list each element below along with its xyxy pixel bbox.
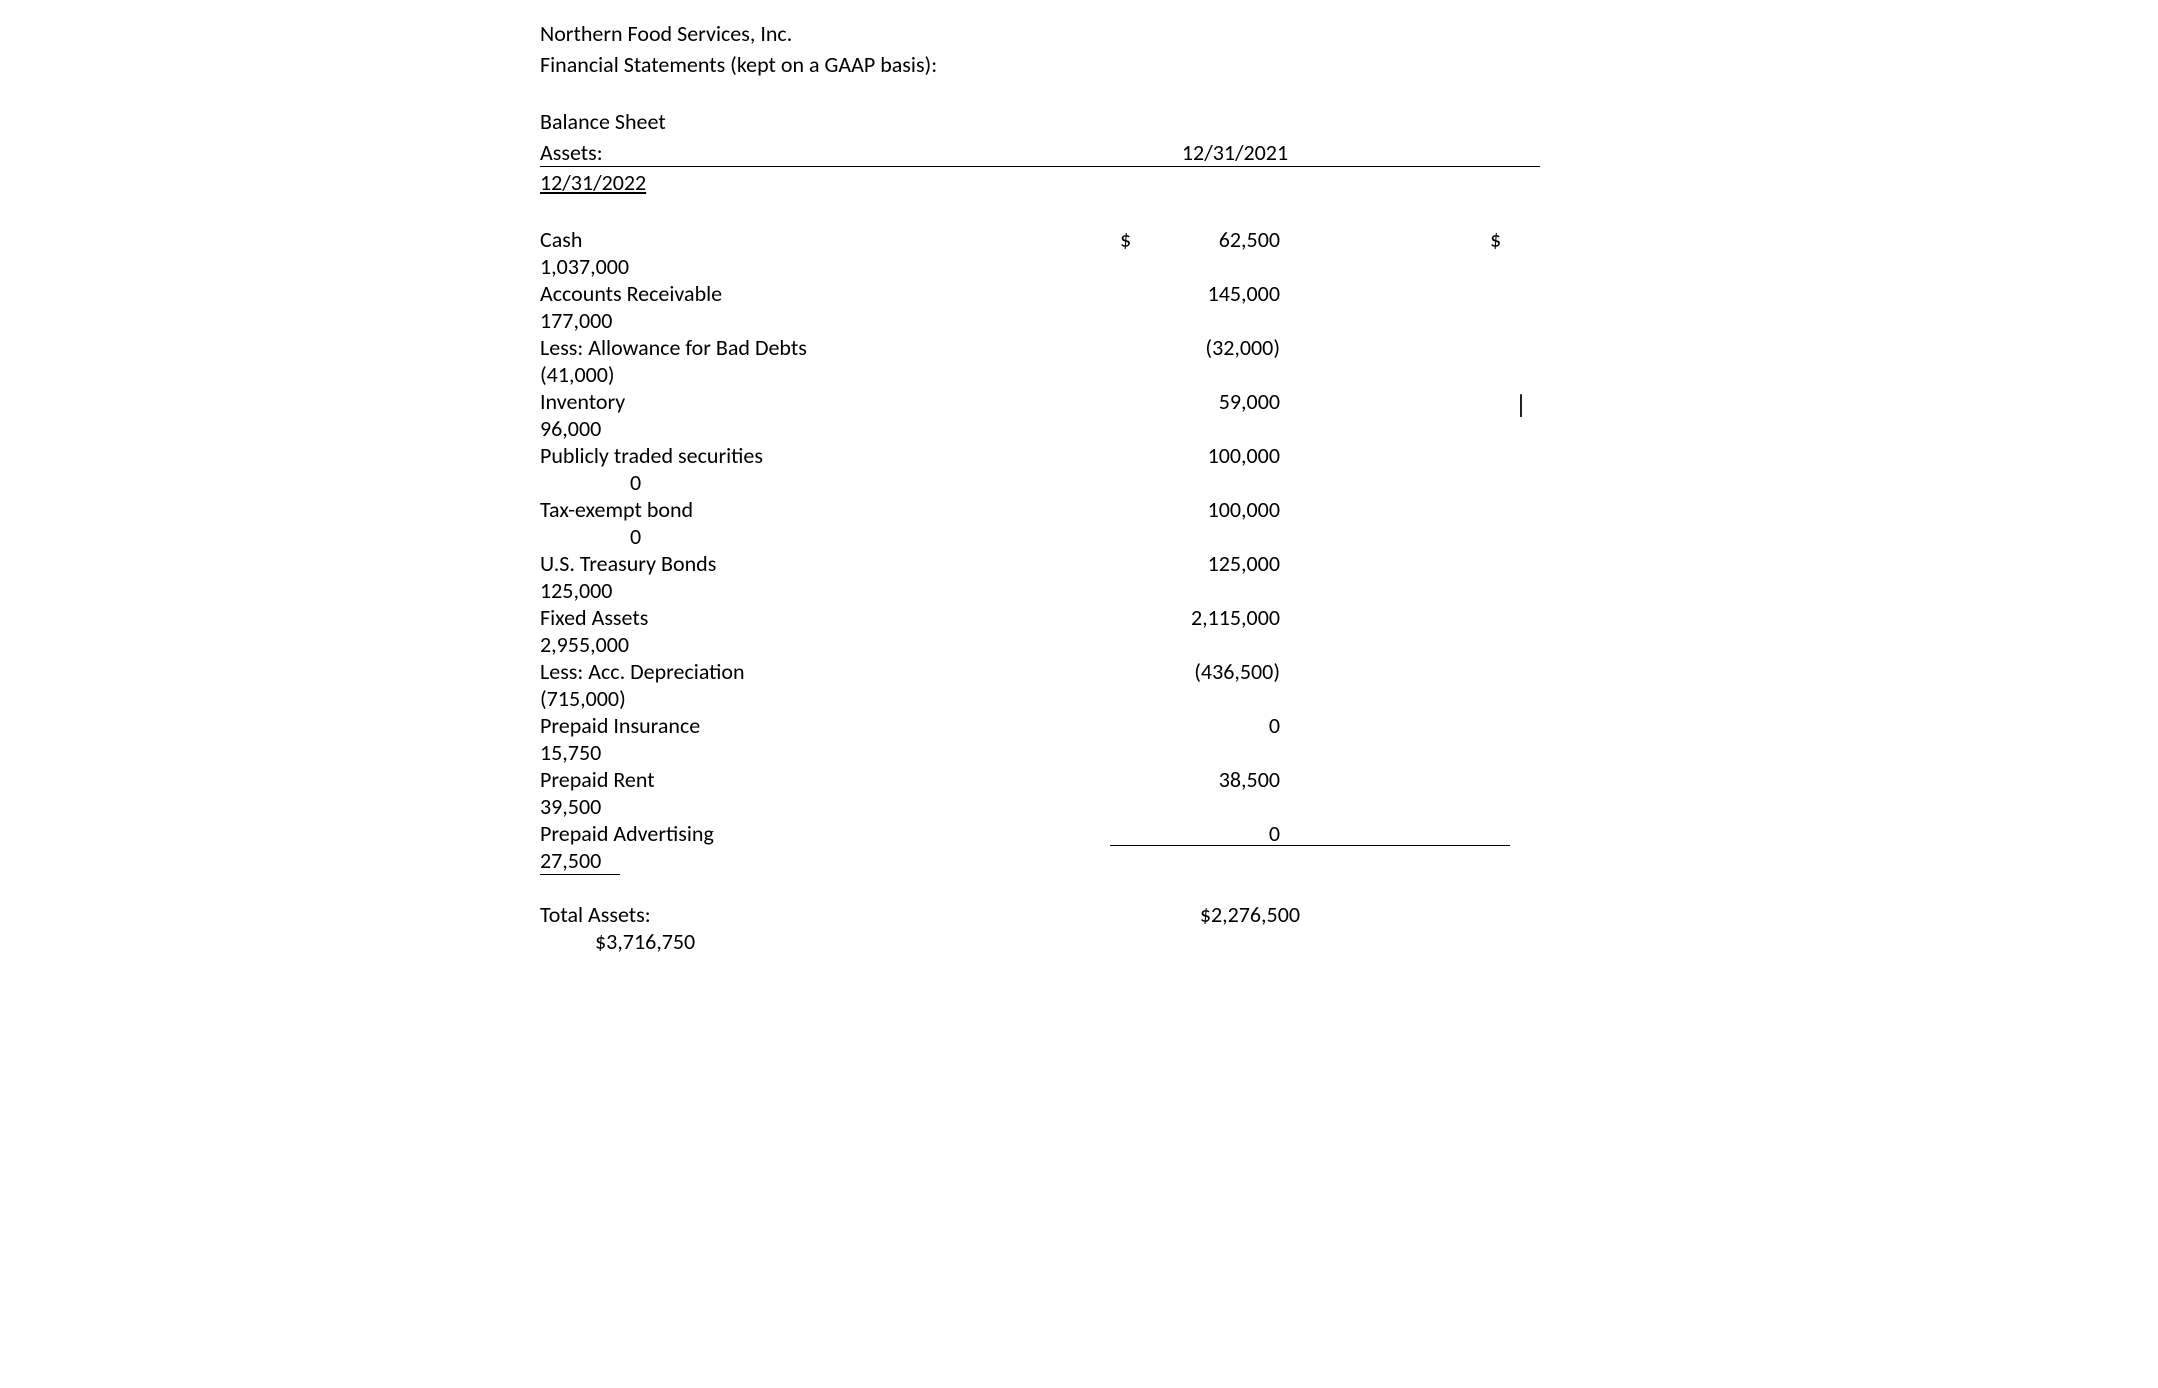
asset-value-2022: 27,500 xyxy=(540,847,620,875)
asset-value-2021: (32,000) xyxy=(1150,334,1330,361)
asset-row: Publicly traded securities 100,000 xyxy=(540,442,1540,469)
asset-label: Less: Allowance for Bad Debts xyxy=(540,334,1120,361)
asset-value-2022: 177,000 xyxy=(540,307,612,334)
asset-row-wrap: (715,000) xyxy=(540,685,1540,712)
total-assets-2021: $2,276,500 xyxy=(1150,901,1330,928)
asset-label: Inventory xyxy=(540,388,1120,415)
asset-row: Tax-exempt bond 100,000 xyxy=(540,496,1540,523)
company-name: Northern Food Services, Inc. xyxy=(540,20,1540,47)
asset-row-wrap: 1,037,000 xyxy=(540,253,1540,280)
asset-value-2022: 1,037,000 xyxy=(540,253,629,280)
statement-title: Balance Sheet xyxy=(540,108,1540,135)
asset-row: U.S. Treasury Bonds 125,000 xyxy=(540,550,1540,577)
asset-label: Prepaid Advertising xyxy=(540,820,1120,847)
asset-row-wrap: 177,000 xyxy=(540,307,1540,334)
asset-row-wrap: 27,500 xyxy=(540,847,1540,875)
asset-row: Cash$62,500$ xyxy=(540,226,1540,253)
asset-value-2021: 62,500 xyxy=(1150,226,1330,253)
date-2021: 12/31/2021 xyxy=(1130,139,1340,166)
asset-label: Accounts Receivable xyxy=(540,280,1120,307)
asset-value-2021: 0 xyxy=(1150,820,1330,847)
asset-row-wrap: 2,955,000 xyxy=(540,631,1540,658)
assets-label: Assets: xyxy=(540,139,1130,166)
balance-sheet-document: Northern Food Services, Inc. Financial S… xyxy=(540,20,1540,955)
asset-label: U.S. Treasury Bonds xyxy=(540,550,1120,577)
asset-row-wrap: 125,000 xyxy=(540,577,1540,604)
asset-row-wrap: (41,000) xyxy=(540,361,1540,388)
total-assets-label: Total Assets: xyxy=(540,901,1120,928)
asset-value-2022: 0 xyxy=(540,469,641,496)
asset-value-2021: 125,000 xyxy=(1150,550,1330,577)
asset-value-2022: (41,000) xyxy=(540,361,615,388)
asset-row: Prepaid Advertising 0 xyxy=(540,820,1540,847)
currency-symbol: $ xyxy=(1120,226,1150,253)
asset-value-2021: 145,000 xyxy=(1150,280,1330,307)
asset-value-2021: 100,000 xyxy=(1150,496,1330,523)
asset-value-2022: 125,000 xyxy=(540,577,612,604)
asset-label: Cash xyxy=(540,226,1120,253)
asset-value-2021: 2,115,000 xyxy=(1150,604,1330,631)
asset-label: Less: Acc. Depreciation xyxy=(540,658,1120,685)
asset-value-2022: 0 xyxy=(540,523,641,550)
asset-row: Accounts Receivable 145,000 xyxy=(540,280,1540,307)
asset-label: Prepaid Rent xyxy=(540,766,1120,793)
asset-label: Prepaid Insurance xyxy=(540,712,1120,739)
asset-value-2021: 59,000 xyxy=(1150,388,1330,415)
asset-value-2021: (436,500) xyxy=(1150,658,1330,685)
asset-row: Less: Acc. Depreciation (436,500) xyxy=(540,658,1540,685)
asset-value-2022: 39,500 xyxy=(540,793,601,820)
asset-row-wrap: 0 xyxy=(540,523,1540,550)
financial-statements-subtitle: Financial Statements (kept on a GAAP bas… xyxy=(540,51,1540,78)
asset-value-2022: 15,750 xyxy=(540,739,601,766)
total-assets-row: Total Assets: $2,276,500 xyxy=(540,901,1540,928)
asset-row-wrap: 96,000 xyxy=(540,415,1540,442)
asset-row-wrap: 0 xyxy=(540,469,1540,496)
asset-row: Inventory59,000| xyxy=(540,388,1540,415)
asset-row: Prepaid Rent 38,500 xyxy=(540,766,1540,793)
date-2022: 12/31/2022 xyxy=(540,169,1540,196)
total-assets-2022: $3,716,750 xyxy=(540,928,695,955)
asset-value-2021: 38,500 xyxy=(1150,766,1330,793)
asset-value-2022: 96,000 xyxy=(540,415,601,442)
asset-row: Prepaid Insurance 0 xyxy=(540,712,1540,739)
asset-row-wrap: 15,750 xyxy=(540,739,1540,766)
total-assets-wrap-row: $3,716,750 xyxy=(540,928,1540,955)
currency-symbol-2: $ xyxy=(1330,226,1490,253)
asset-value-2021: 0 xyxy=(1150,712,1330,739)
asset-value-2022: 2,955,000 xyxy=(540,631,629,658)
asset-label: Fixed Assets xyxy=(540,604,1120,631)
asset-value-2021: 100,000 xyxy=(1150,442,1330,469)
asset-row-wrap: 39,500 xyxy=(540,793,1540,820)
section-header-row: Assets: 12/31/2021 xyxy=(540,139,1540,167)
asset-row: Less: Allowance for Bad Debts (32,000) xyxy=(540,334,1540,361)
asset-label: Publicly traded securities xyxy=(540,442,1120,469)
asset-row: Fixed Assets 2,115,000 xyxy=(540,604,1540,631)
asset-label: Tax-exempt bond xyxy=(540,496,1120,523)
asset-value-2022: (715,000) xyxy=(540,685,626,712)
